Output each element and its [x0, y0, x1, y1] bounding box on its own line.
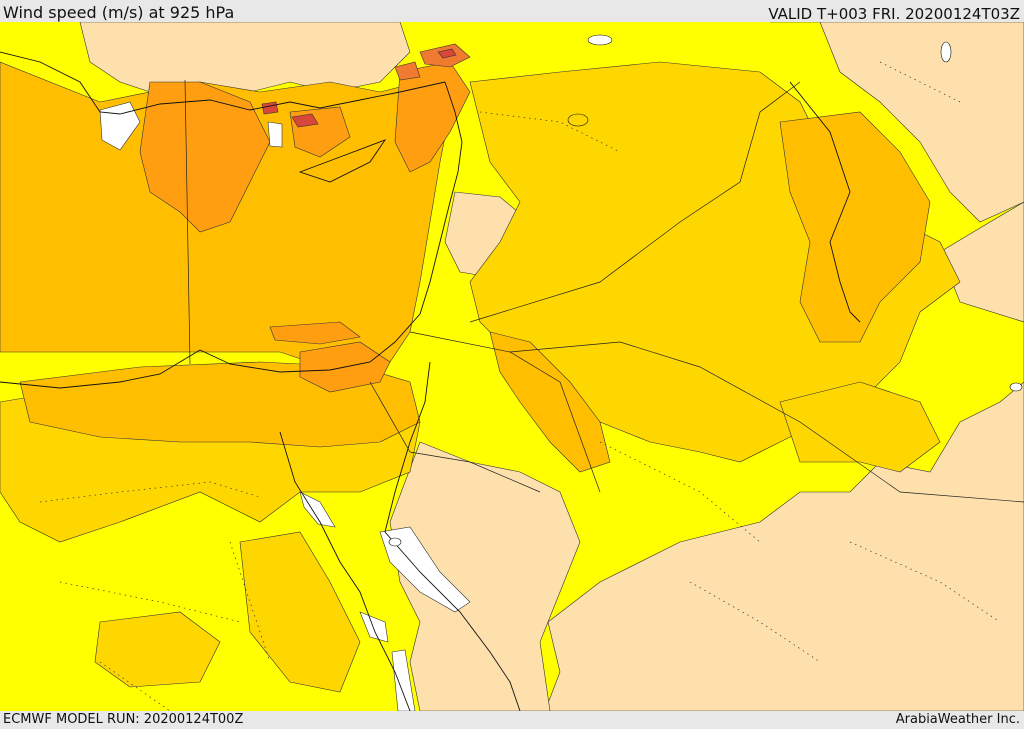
credit: ArabiaWeather Inc. [895, 712, 1020, 727]
valid-time: VALID T+003 FRI. 20200124T03Z [768, 5, 1020, 23]
model-run: ECMWF MODEL RUN: 20200124T00Z [3, 712, 244, 727]
orange-zone-west [139, 81, 271, 233]
calm-patch-nubian [391, 649, 416, 711]
island-2 [940, 41, 952, 63]
amber-zone-gulf [779, 111, 931, 343]
dotted-boundaries [39, 61, 1001, 711]
gold-zone-nile [239, 531, 361, 693]
map-title: Wind speed (m/s) at 925 hPa [3, 3, 235, 22]
low-wind-center [389, 441, 581, 711]
gold-zone-southwest [94, 611, 221, 688]
wind-speed-map [0, 22, 1024, 711]
calm-patch-red-sea-south [359, 611, 389, 643]
footer-bar: ECMWF MODEL RUN: 20200124T00Z ArabiaWeat… [0, 711, 1024, 729]
red-core-1-center [437, 48, 457, 59]
calm-patch-gulf-suez [299, 491, 336, 528]
red-core-4 [261, 101, 279, 115]
lake-3 [388, 537, 402, 547]
island-1 [587, 34, 613, 46]
lake-1 [567, 113, 589, 127]
calm-patch-crete [99, 101, 141, 151]
low-wind-north [79, 22, 411, 93]
coastline-anatolia [0, 51, 446, 115]
border-lines [184, 79, 1024, 503]
orange-zone-turkey [394, 61, 471, 173]
calm-patch-red-sea [379, 526, 471, 613]
red-core-2 [394, 61, 421, 81]
coastline-red-sea-west [279, 431, 411, 711]
lake-2 [1009, 382, 1023, 392]
gold-zone-east-blob [779, 381, 941, 473]
coastline-cyprus [298, 139, 387, 183]
header-bar: Wind speed (m/s) at 925 hPa VALID T+003 … [0, 0, 1024, 23]
low-wind-east-inner [819, 22, 1024, 223]
red-core-3 [291, 113, 319, 128]
calm-patch-aegean [267, 121, 283, 148]
orange-zone-strip [269, 321, 361, 345]
coastline-red-sea-east [384, 361, 521, 711]
coastline-north-africa [0, 171, 459, 389]
coastline-gulf [789, 81, 861, 323]
coastline-levant [444, 81, 463, 173]
